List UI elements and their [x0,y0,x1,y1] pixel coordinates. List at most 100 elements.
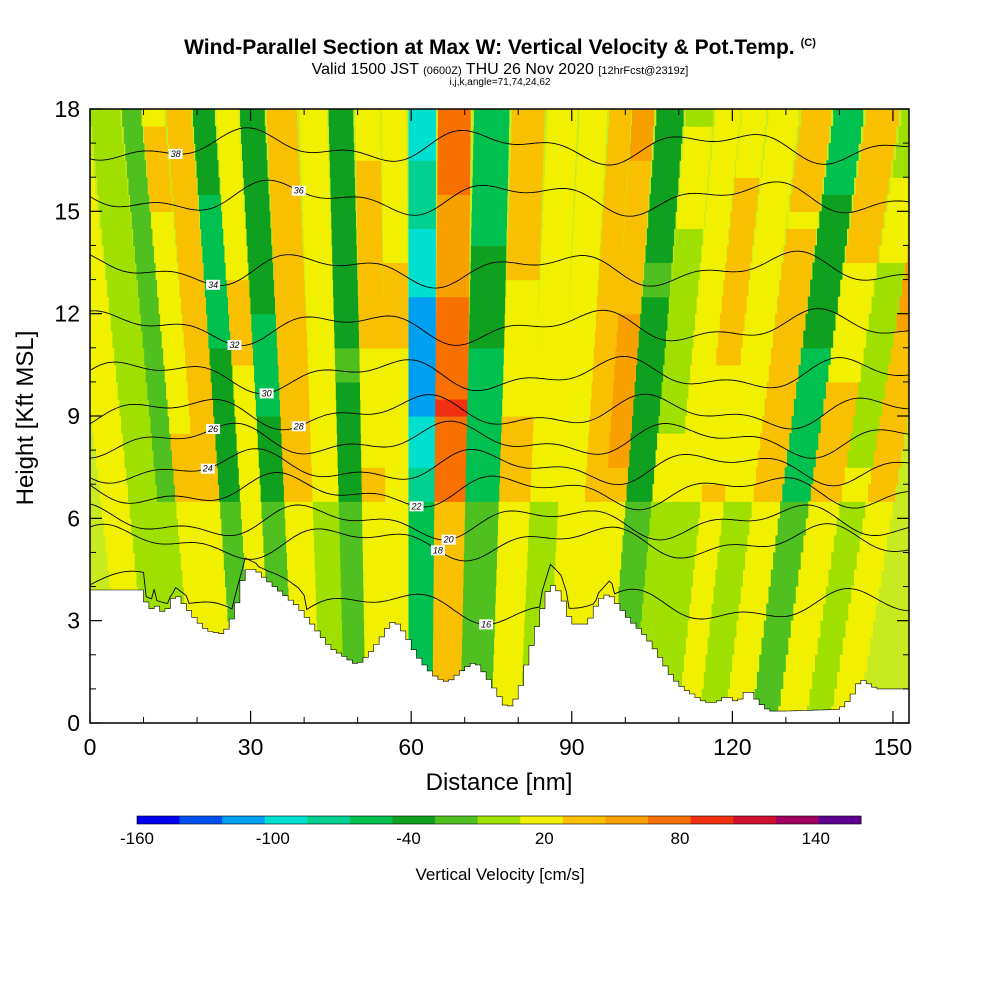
velocity-cell [314,552,343,571]
velocity-cell [652,484,680,502]
velocity-cell [360,416,386,434]
velocity-cell [276,313,307,332]
velocity-cell [630,433,658,451]
velocity-cell [585,484,607,502]
velocity-cell [634,381,663,400]
velocity-cell [664,347,692,366]
velocity-cell [283,467,314,485]
velocity-cell [156,484,177,502]
velocity-cell [694,552,720,571]
velocity-cell [890,177,909,195]
velocity-cell [733,416,764,434]
velocity-cell [681,450,707,468]
velocity-cell [183,330,209,349]
velocity-cell [810,279,841,298]
velocity-cell [313,518,341,536]
velocity-cell [498,501,532,519]
velocity-cell [545,160,576,178]
velocity-cell [707,433,732,451]
velocity-cell [187,381,213,400]
velocity-cell [109,569,140,588]
velocity-cell [90,347,115,366]
velocity-cell [839,501,867,519]
colorbar-label: 80 [671,829,690,848]
velocity-cell [614,364,637,383]
colorbar-swatch [648,816,692,824]
velocity-cell [705,211,730,229]
velocity-cell [99,194,129,212]
velocity-cell [510,160,543,178]
velocity-cell [831,552,859,571]
velocity-cell [766,126,797,144]
velocity-cell [766,381,797,400]
velocity-cell [300,126,328,144]
contour-label: 26 [207,424,218,434]
velocity-cell [761,637,792,656]
colorbar-label: -40 [396,829,421,848]
velocity-cell [535,364,566,383]
velocity-cell [637,347,665,366]
velocity-cell [191,433,217,451]
velocity-cell [500,450,534,468]
velocity-cell [328,109,354,127]
velocity-cell [587,450,610,468]
theta-contour [90,420,909,459]
velocity-cell [130,194,150,212]
y-tick-label: 12 [54,301,80,327]
velocity-cell [408,381,436,400]
velocity-cell [684,126,712,144]
velocity-cell [853,194,887,212]
velocity-cell [842,484,870,502]
velocity-cell [579,109,607,127]
velocity-cell [863,126,897,144]
velocity-cell [164,364,187,383]
velocity-cell [202,245,225,264]
velocity-cell [360,433,386,451]
velocity-cell [152,433,172,451]
velocity-cell [528,518,559,536]
velocity-cell [198,194,221,212]
velocity-cell [622,245,645,264]
velocity-cell [760,433,791,451]
velocity-cell [307,330,335,349]
velocity-cell [333,296,359,315]
velocity-cell [384,416,410,434]
velocity-cell [121,416,152,434]
velocity-cell [332,262,358,281]
velocity-cell [798,569,831,588]
velocity-cell [336,416,362,434]
velocity-cell [619,569,648,588]
velocity-cell [508,211,542,229]
velocity-cell [469,296,506,315]
velocity-cell [626,194,649,212]
velocity-cell [703,228,729,247]
velocity-cell [608,126,630,144]
velocity-cell [691,586,716,605]
velocity-cell [434,450,468,468]
velocity-cell [561,433,590,451]
velocity-cell [621,552,649,571]
velocity-cell [239,484,262,502]
velocity-cell [506,262,540,281]
velocity-cell [598,279,621,298]
velocity-cell [131,211,151,229]
velocity-cell [220,501,243,519]
velocity-cell [176,501,199,519]
velocity-cell [432,654,466,673]
velocity-cell [495,603,528,622]
contour-label-bg [227,340,242,350]
velocity-cell [164,569,184,588]
velocity-cell [671,552,697,571]
velocity-cell [807,296,838,315]
velocity-cell [833,535,862,554]
velocity-cell [890,347,909,366]
velocity-cell [361,484,387,502]
velocity-cell [358,262,383,281]
velocity-cell [654,467,682,485]
velocity-cell [172,450,194,468]
velocity-cell [736,620,767,639]
contour-label-bg [441,534,456,545]
velocity-cell [309,398,337,417]
velocity-cell [762,416,793,434]
y-axis-title: Height [Kft MSL] [12,331,39,506]
